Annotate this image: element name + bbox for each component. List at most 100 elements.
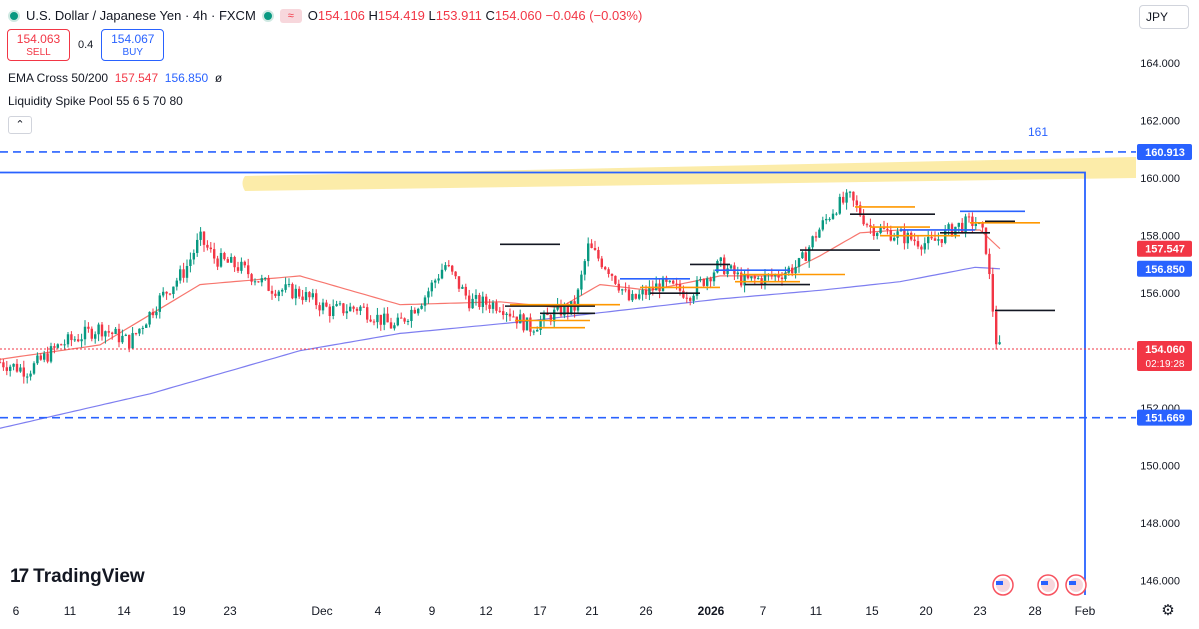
candle-body [437,278,440,281]
candle-body [570,301,573,313]
candle-body [209,247,212,250]
spread-value: 0.4 [78,39,94,51]
candle-body [352,306,355,309]
currency-selector[interactable]: JPY [1139,5,1189,29]
candle-body [845,192,848,203]
time-tick-label: 7 [760,604,767,618]
gear-icon[interactable]: ⚙ [1161,602,1175,619]
candle-body [621,289,624,291]
ema-200-line [0,266,1001,429]
candle-body [43,353,46,360]
candle-body [240,261,243,271]
symbol-title[interactable]: U.S. Dollar / Japanese Yen · 4h · FXCM [26,8,256,23]
countdown-label: 02:19:28 [1146,359,1185,370]
candle-body [0,362,2,364]
level-badge-bg [1137,409,1192,426]
candle-body [879,227,882,234]
candle-body [794,266,797,274]
candle-body [236,267,240,271]
time-tick-label: 9 [429,604,436,618]
candle-body [930,236,933,239]
candle-body [607,269,610,274]
candle-body [981,223,984,228]
candle-body [430,282,433,292]
collapse-legend-button[interactable]: ⌃ [8,116,32,134]
candle-body [53,346,56,348]
candle-body [2,362,5,368]
price-tick-label: 162.000 [1140,116,1180,128]
candle-body [893,237,896,241]
candle-body [835,213,838,215]
candle-body [461,286,464,289]
candle-body [491,302,495,309]
level-badge: 151.669 [1145,413,1185,425]
candle-body [593,248,597,250]
tradingview-mark-icon: 17 [10,566,29,587]
sell-button[interactable]: 154.063 SELL [7,29,70,61]
candle-body [916,241,920,247]
candle-body [417,308,420,314]
candle-body [974,223,977,226]
candle-body [223,253,226,260]
candle-body [631,293,634,301]
time-tick-label: 19 [172,604,186,618]
time-tick-label: 17 [533,604,547,618]
candle-body [372,321,376,323]
candle-body [97,324,100,335]
candle-body [580,274,583,290]
candle-body [641,290,644,295]
candle-body [634,293,637,299]
time-tick-label: 4 [375,604,382,618]
candle-body [825,218,828,221]
liquidity-zone-band [242,157,1136,191]
candle-body [532,331,535,333]
price-tick-label: 156.000 [1140,288,1180,300]
price-tick-label: 150.000 [1140,461,1180,473]
candle-body [165,291,168,294]
candle-body [56,344,59,348]
candle-body [998,342,1001,345]
candle-body [233,257,236,268]
candle-body [199,231,202,240]
candle-body [753,276,756,279]
candle-body [886,228,889,231]
candle-body [726,268,729,275]
candle-body [474,295,478,299]
candle-body [26,376,29,378]
change-value: −0.046 (−0.03%) [545,8,643,23]
candle-body [784,272,787,280]
liquidity-spike-pool-legend[interactable]: Liquidity Spike Pool 55 6 5 70 80 [8,94,183,108]
candle-body [699,279,702,281]
candle-body [777,274,780,278]
price-tick-label: 158.000 [1140,231,1180,243]
candle-body [70,334,73,341]
candle-body [967,216,971,218]
replay-wave-icon[interactable]: ≈ [279,9,302,23]
candle-body [12,363,15,367]
trade-panel: 154.063 SELL 0.4 154.067 BUY [7,29,165,61]
time-tick-label: 12 [479,604,493,618]
candle-body [539,320,542,330]
candle-body [145,324,148,328]
candle-body [576,289,580,311]
buy-button[interactable]: 154.067 BUY [101,29,165,61]
price-tick-label: 148.000 [1140,518,1180,530]
candle-body [366,307,369,320]
candle-body [301,296,304,301]
candle-body [355,308,359,311]
candle-body [604,267,607,270]
candle-body [763,274,767,285]
candle-body [468,295,471,309]
candle-body [933,238,937,241]
candle-body [335,304,338,307]
ema-cross-legend[interactable]: EMA Cross 50/200 157.547 156.850 ø [8,71,223,85]
candle-body [15,363,19,372]
candle-body [542,312,546,321]
candle-body [855,200,858,206]
candle-body [852,191,855,201]
candle-body [230,257,233,263]
candle-body [444,265,447,270]
candle-body [321,302,325,311]
last-price-badge-bg [1137,340,1192,371]
